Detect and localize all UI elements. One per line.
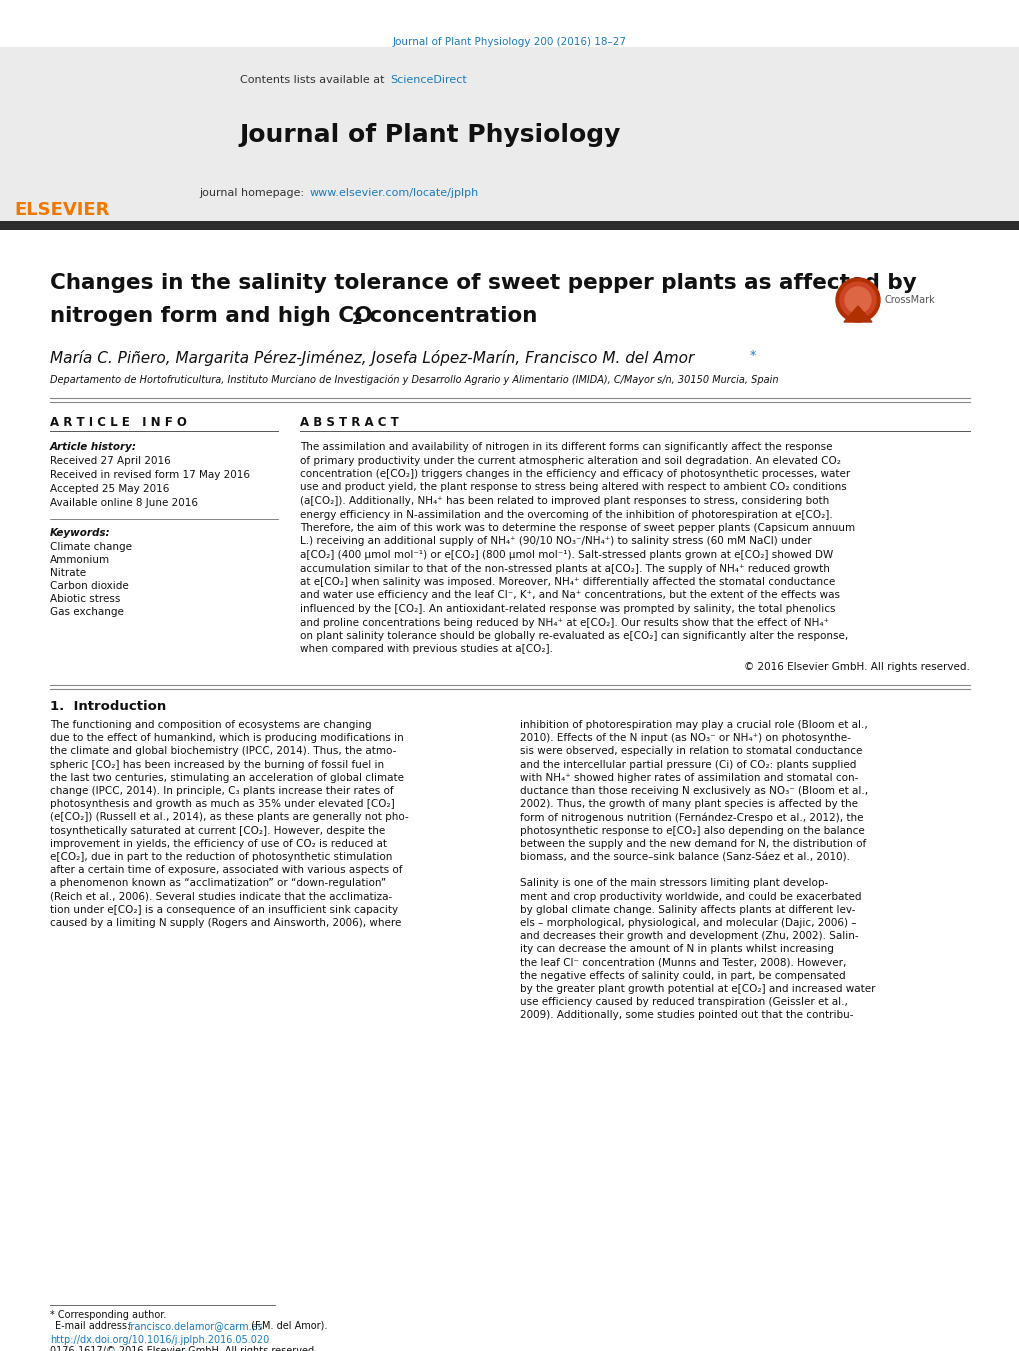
- Text: and water use efficiency and the leaf Cl⁻, K⁺, and Na⁺ concentrations, but the e: and water use efficiency and the leaf Cl…: [300, 590, 840, 600]
- Text: ScienceDirect: ScienceDirect: [389, 76, 467, 85]
- Text: photosynthesis and growth as much as 35% under elevated [CO₂]: photosynthesis and growth as much as 35%…: [50, 800, 394, 809]
- Text: spheric [CO₂] has been increased by the burning of fossil fuel in: spheric [CO₂] has been increased by the …: [50, 759, 384, 770]
- Text: © 2016 Elsevier GmbH. All rights reserved.: © 2016 Elsevier GmbH. All rights reserve…: [744, 662, 969, 671]
- Text: biomass, and the source–sink balance (Sanz-Sáez et al., 2010).: biomass, and the source–sink balance (Sa…: [520, 852, 849, 862]
- Text: use and product yield, the plant response to stress being altered with respect t: use and product yield, the plant respons…: [300, 482, 846, 493]
- Text: http://dx.doi.org/10.1016/j.jplph.2016.05.020: http://dx.doi.org/10.1016/j.jplph.2016.0…: [50, 1335, 269, 1346]
- Text: after a certain time of exposure, associated with various aspects of: after a certain time of exposure, associ…: [50, 865, 403, 875]
- Text: Climate change: Climate change: [50, 542, 131, 553]
- Text: with NH₄⁺ showed higher rates of assimilation and stomatal con-: with NH₄⁺ showed higher rates of assimil…: [520, 773, 858, 782]
- Text: photosynthetic response to e[CO₂] also depending on the balance: photosynthetic response to e[CO₂] also d…: [520, 825, 864, 836]
- Text: *: *: [749, 349, 755, 362]
- Text: a phenomenon known as “acclimatization” or “down-regulation”: a phenomenon known as “acclimatization” …: [50, 878, 386, 889]
- Text: by global climate change. Salinity affects plants at different lev-: by global climate change. Salinity affec…: [520, 905, 855, 915]
- Text: A B S T R A C T: A B S T R A C T: [300, 416, 398, 428]
- Text: (Reich et al., 2006). Several studies indicate that the acclimatiza-: (Reich et al., 2006). Several studies in…: [50, 892, 392, 901]
- Text: Accepted 25 May 2016: Accepted 25 May 2016: [50, 484, 169, 494]
- Text: Contents lists available at: Contents lists available at: [239, 76, 387, 85]
- Text: improvement in yields, the efficiency of use of CO₂ is reduced at: improvement in yields, the efficiency of…: [50, 839, 386, 848]
- Text: 2009). Additionally, some studies pointed out that the contribu-: 2009). Additionally, some studies pointe…: [520, 1011, 853, 1020]
- Text: ity can decrease the amount of N in plants whilst increasing: ity can decrease the amount of N in plan…: [520, 944, 834, 954]
- Bar: [0, 222, 1019, 230]
- Text: Salinity is one of the main stressors limiting plant develop-: Salinity is one of the main stressors li…: [520, 878, 827, 889]
- Text: ductance than those receiving N exclusively as NO₃⁻ (Bloom et al.,: ductance than those receiving N exclusiv…: [520, 786, 867, 796]
- Text: A R T I C L E   I N F O: A R T I C L E I N F O: [50, 416, 186, 428]
- Text: by the greater plant growth potential at e[CO₂] and increased water: by the greater plant growth potential at…: [520, 984, 874, 994]
- Text: caused by a limiting N supply (Rogers and Ainsworth, 2006), where: caused by a limiting N supply (Rogers an…: [50, 917, 401, 928]
- Text: 1.  Introduction: 1. Introduction: [50, 701, 166, 713]
- Text: Journal of Plant Physiology: Journal of Plant Physiology: [239, 123, 621, 147]
- Text: concentration: concentration: [362, 305, 537, 326]
- Text: on plant salinity tolerance should be globally re-evaluated as e[CO₂] can signif: on plant salinity tolerance should be gl…: [300, 631, 848, 640]
- Text: change (IPCC, 2014). In principle, C₃ plants increase their rates of: change (IPCC, 2014). In principle, C₃ pl…: [50, 786, 393, 796]
- Text: * Corresponding author.: * Corresponding author.: [50, 1310, 166, 1320]
- Text: energy efficiency in N-assimilation and the overcoming of the inhibition of phot: energy efficiency in N-assimilation and …: [300, 509, 832, 520]
- Text: francisco.delamor@carm.es: francisco.delamor@carm.es: [127, 1321, 264, 1331]
- Text: of primary productivity under the current atmospheric alteration and soil degrad: of primary productivity under the curren…: [300, 455, 840, 466]
- Text: due to the effect of humankind, which is producing modifications in: due to the effect of humankind, which is…: [50, 734, 404, 743]
- Text: form of nitrogenous nutrition (Fernández-Crespo et al., 2012), the: form of nitrogenous nutrition (Fernández…: [520, 812, 863, 823]
- Text: (e[CO₂]) (Russell et al., 2014), as these plants are generally not pho-: (e[CO₂]) (Russell et al., 2014), as thes…: [50, 812, 409, 823]
- Text: ELSEVIER: ELSEVIER: [14, 201, 110, 219]
- Text: Gas exchange: Gas exchange: [50, 607, 123, 617]
- Text: E-mail address:: E-mail address:: [55, 1321, 133, 1331]
- Text: inhibition of photorespiration may play a crucial role (Bloom et al.,: inhibition of photorespiration may play …: [520, 720, 867, 730]
- Text: tosynthetically saturated at current [CO₂]. However, despite the: tosynthetically saturated at current [CO…: [50, 825, 385, 836]
- Text: Ammonium: Ammonium: [50, 555, 110, 565]
- Text: www.elsevier.com/locate/jplph: www.elsevier.com/locate/jplph: [310, 188, 479, 199]
- Text: Keywords:: Keywords:: [50, 528, 110, 538]
- Text: L.) receiving an additional supply of NH₄⁺ (90/10 NO₃⁻/NH₄⁺) to salinity stress : L.) receiving an additional supply of NH…: [300, 536, 811, 547]
- Text: the negative effects of salinity could, in part, be compensated: the negative effects of salinity could, …: [520, 971, 845, 981]
- Text: Changes in the salinity tolerance of sweet pepper plants as affected by: Changes in the salinity tolerance of swe…: [50, 273, 916, 293]
- Text: Received in revised form 17 May 2016: Received in revised form 17 May 2016: [50, 470, 250, 480]
- Text: the leaf Cl⁻ concentration (Munns and Tester, 2008). However,: the leaf Cl⁻ concentration (Munns and Te…: [520, 958, 846, 967]
- Text: a[CO₂] (400 μmol mol⁻¹) or e[CO₂] (800 μmol mol⁻¹). Salt-stressed plants grown a: a[CO₂] (400 μmol mol⁻¹) or e[CO₂] (800 μ…: [300, 550, 833, 561]
- Circle shape: [836, 278, 879, 322]
- Text: the climate and global biochemistry (IPCC, 2014). Thus, the atmo-: the climate and global biochemistry (IPC…: [50, 746, 396, 757]
- Text: when compared with previous studies at a[CO₂].: when compared with previous studies at a…: [300, 644, 552, 654]
- Text: Carbon dioxide: Carbon dioxide: [50, 581, 128, 590]
- Text: (a[CO₂]). Additionally, NH₄⁺ has been related to improved plant responses to str: (a[CO₂]). Additionally, NH₄⁺ has been re…: [300, 496, 828, 507]
- Text: Available online 8 June 2016: Available online 8 June 2016: [50, 499, 198, 508]
- Text: ment and crop productivity worldwide, and could be exacerbated: ment and crop productivity worldwide, an…: [520, 892, 861, 901]
- Text: 2002). Thus, the growth of many plant species is affected by the: 2002). Thus, the growth of many plant sp…: [520, 800, 857, 809]
- Text: at e[CO₂] when salinity was imposed. Moreover, NH₄⁺ differentially affected the : at e[CO₂] when salinity was imposed. Mor…: [300, 577, 835, 586]
- Text: The assimilation and availability of nitrogen in its different forms can signifi: The assimilation and availability of nit…: [300, 442, 832, 453]
- Text: concentration (e[CO₂]) triggers changes in the efficiency and efficacy of photos: concentration (e[CO₂]) triggers changes …: [300, 469, 850, 480]
- Text: and the intercellular partial pressure (Ci) of CO₂: plants supplied: and the intercellular partial pressure (…: [520, 759, 856, 770]
- Polygon shape: [843, 305, 871, 322]
- Text: and decreases their growth and development (Zhu, 2002). Salin-: and decreases their growth and developme…: [520, 931, 858, 942]
- Text: 2010). Effects of the N input (as NO₃⁻ or NH₄⁺) on photosynthe-: 2010). Effects of the N input (as NO₃⁻ o…: [520, 734, 850, 743]
- Text: 0176-1617/© 2016 Elsevier GmbH. All rights reserved.: 0176-1617/© 2016 Elsevier GmbH. All righ…: [50, 1346, 317, 1351]
- Text: influenced by the [CO₂]. An antioxidant-related response was prompted by salinit: influenced by the [CO₂]. An antioxidant-…: [300, 604, 835, 613]
- Text: Journal of Plant Physiology 200 (2016) 18–27: Journal of Plant Physiology 200 (2016) 1…: [392, 36, 627, 47]
- Bar: [0, 47, 1019, 222]
- Text: between the supply and the new demand for N, the distribution of: between the supply and the new demand fo…: [520, 839, 865, 848]
- Text: (F.M. del Amor).: (F.M. del Amor).: [248, 1321, 327, 1331]
- Text: journal homepage:: journal homepage:: [199, 188, 308, 199]
- Text: Departamento de Hortofruticultura, Instituto Murciano de Investigación y Desarro: Departamento de Hortofruticultura, Insti…: [50, 374, 777, 385]
- Text: use efficiency caused by reduced transpiration (Geissler et al.,: use efficiency caused by reduced transpi…: [520, 997, 847, 1008]
- Circle shape: [840, 282, 875, 317]
- Text: tion under e[CO₂] is a consequence of an insufficient sink capacity: tion under e[CO₂] is a consequence of an…: [50, 905, 397, 915]
- Text: CrossMark: CrossMark: [884, 295, 934, 305]
- Text: Received 27 April 2016: Received 27 April 2016: [50, 457, 170, 466]
- Text: nitrogen form and high CO: nitrogen form and high CO: [50, 305, 372, 326]
- Text: els – morphological, physiological, and molecular (Dajic, 2006) –: els – morphological, physiological, and …: [520, 917, 856, 928]
- Text: Nitrate: Nitrate: [50, 567, 86, 578]
- Text: Therefore, the aim of this work was to determine the response of sweet pepper pl: Therefore, the aim of this work was to d…: [300, 523, 854, 534]
- Text: The functioning and composition of ecosystems are changing: The functioning and composition of ecosy…: [50, 720, 371, 730]
- Text: e[CO₂], due in part to the reduction of photosynthetic stimulation: e[CO₂], due in part to the reduction of …: [50, 852, 392, 862]
- Text: Article history:: Article history:: [50, 442, 137, 453]
- Text: sis were observed, especially in relation to stomatal conductance: sis were observed, especially in relatio…: [520, 746, 861, 757]
- Text: and proline concentrations being reduced by NH₄⁺ at e[CO₂]. Our results show tha: and proline concentrations being reduced…: [300, 617, 828, 627]
- Circle shape: [844, 286, 870, 313]
- Text: accumulation similar to that of the non-stressed plants at a[CO₂]. The supply of: accumulation similar to that of the non-…: [300, 563, 829, 574]
- Text: the last two centuries, stimulating an acceleration of global climate: the last two centuries, stimulating an a…: [50, 773, 404, 782]
- Text: Abiotic stress: Abiotic stress: [50, 594, 120, 604]
- Text: María C. Piñero, Margarita Pérez-Jiménez, Josefa López-Marín, Francisco M. del A: María C. Piñero, Margarita Pérez-Jiménez…: [50, 350, 694, 366]
- Text: 2: 2: [352, 312, 363, 327]
